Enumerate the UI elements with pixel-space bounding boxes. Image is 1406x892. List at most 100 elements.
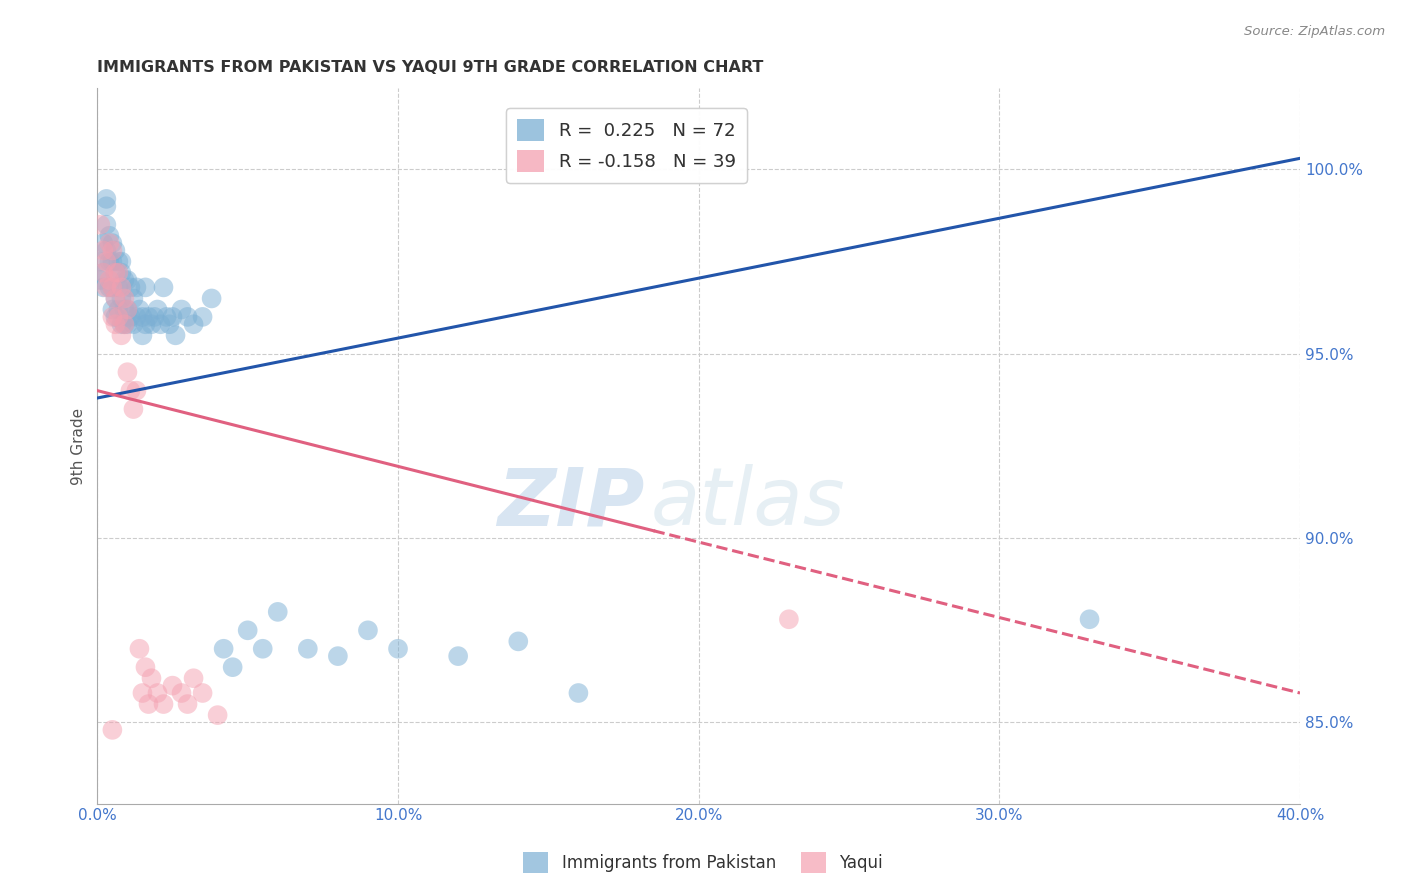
- Point: [212, 641, 235, 656]
- Point: [117, 318, 139, 332]
- Point: [110, 328, 132, 343]
- Point: [96, 199, 118, 213]
- Point: [146, 302, 169, 317]
- Point: [101, 302, 124, 317]
- Point: [107, 310, 129, 324]
- Point: [112, 292, 135, 306]
- Point: [125, 310, 148, 324]
- Point: [101, 280, 124, 294]
- Point: [98, 254, 121, 268]
- Text: atlas: atlas: [651, 464, 845, 542]
- Point: [125, 280, 148, 294]
- Point: [112, 273, 135, 287]
- Point: [122, 292, 145, 306]
- Legend: R =  0.225   N = 72, R = -0.158   N = 39: R = 0.225 N = 72, R = -0.158 N = 39: [506, 108, 747, 183]
- Point: [89, 273, 111, 287]
- Point: [131, 328, 153, 343]
- Point: [146, 686, 169, 700]
- Point: [93, 244, 115, 258]
- Point: [191, 310, 214, 324]
- Point: [138, 310, 160, 324]
- Point: [104, 244, 127, 258]
- Text: IMMIGRANTS FROM PAKISTAN VS YAQUI 9TH GRADE CORRELATION CHART: IMMIGRANTS FROM PAKISTAN VS YAQUI 9TH GR…: [97, 60, 763, 75]
- Point: [112, 302, 135, 317]
- Point: [101, 310, 124, 324]
- Point: [143, 310, 166, 324]
- Point: [101, 244, 124, 258]
- Point: [104, 266, 127, 280]
- Point: [131, 310, 153, 324]
- Point: [141, 318, 163, 332]
- Text: ZIP: ZIP: [498, 464, 644, 542]
- Point: [89, 254, 111, 268]
- Point: [128, 641, 150, 656]
- Point: [120, 384, 142, 398]
- Point: [101, 723, 124, 737]
- Point: [93, 266, 115, 280]
- Legend: Immigrants from Pakistan, Yaqui: Immigrants from Pakistan, Yaqui: [516, 846, 890, 880]
- Point: [149, 318, 172, 332]
- Point: [155, 310, 177, 324]
- Point: [104, 318, 127, 332]
- Point: [104, 292, 127, 306]
- Point: [93, 266, 115, 280]
- Point: [159, 318, 181, 332]
- Point: [110, 266, 132, 280]
- Point: [252, 641, 274, 656]
- Point: [357, 624, 380, 638]
- Point: [326, 649, 349, 664]
- Point: [134, 660, 156, 674]
- Point: [183, 671, 205, 685]
- Point: [131, 686, 153, 700]
- Point: [98, 236, 121, 251]
- Text: Source: ZipAtlas.com: Source: ZipAtlas.com: [1244, 25, 1385, 38]
- Point: [98, 228, 121, 243]
- Point: [107, 266, 129, 280]
- Point: [170, 302, 193, 317]
- Point: [387, 641, 409, 656]
- Point: [112, 318, 135, 332]
- Point: [112, 318, 135, 332]
- Point: [176, 310, 198, 324]
- Point: [110, 254, 132, 268]
- Point: [96, 192, 118, 206]
- Point: [107, 280, 129, 294]
- Point: [141, 671, 163, 685]
- Point: [778, 612, 800, 626]
- Point: [162, 310, 184, 324]
- Point: [107, 254, 129, 268]
- Point: [236, 624, 259, 638]
- Point: [96, 254, 118, 268]
- Point: [162, 679, 184, 693]
- Point: [89, 218, 111, 232]
- Point: [152, 697, 174, 711]
- Point: [128, 302, 150, 317]
- Point: [110, 280, 132, 294]
- Point: [508, 634, 530, 648]
- Point: [101, 254, 124, 268]
- Y-axis label: 9th Grade: 9th Grade: [72, 408, 86, 484]
- Point: [138, 697, 160, 711]
- Point: [96, 244, 118, 258]
- Point: [93, 280, 115, 294]
- Point: [96, 280, 118, 294]
- Point: [567, 686, 589, 700]
- Point: [93, 236, 115, 251]
- Point: [117, 302, 139, 317]
- Point: [191, 686, 214, 700]
- Point: [201, 292, 224, 306]
- Point: [134, 280, 156, 294]
- Point: [207, 708, 229, 723]
- Point: [165, 328, 187, 343]
- Point: [104, 266, 127, 280]
- Point: [134, 318, 156, 332]
- Point: [98, 280, 121, 294]
- Point: [267, 605, 290, 619]
- Point: [1078, 612, 1101, 626]
- Point: [98, 273, 121, 287]
- Point: [297, 641, 319, 656]
- Point: [122, 402, 145, 417]
- Point: [117, 302, 139, 317]
- Point: [170, 686, 193, 700]
- Point: [152, 280, 174, 294]
